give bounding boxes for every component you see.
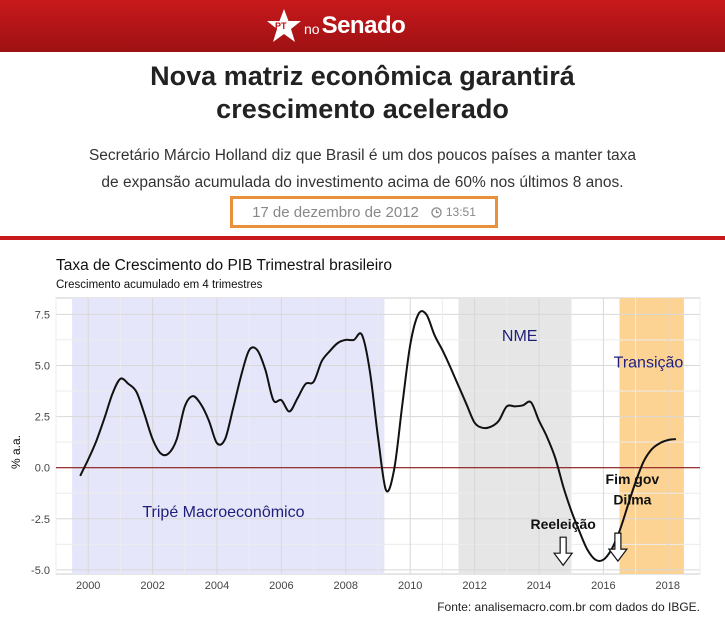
y-tick-label: -2.5	[31, 514, 50, 526]
x-tick-label: 2002	[140, 580, 164, 592]
x-tick-label: 2008	[334, 580, 358, 592]
series-line-0	[79, 310, 676, 562]
subtitle-line-1: Secretário Márcio Holland diz que Brasil…	[88, 147, 637, 164]
chart-title: Taxa de Crescimento do PIB Trimestral br…	[56, 257, 392, 274]
y-tick-label: -5.0	[31, 565, 50, 577]
x-tick-label: 2018	[656, 580, 680, 592]
region-band-1	[458, 298, 572, 574]
annotation-text-0: Reeleição	[530, 516, 595, 532]
logo-no-text: no	[304, 21, 320, 37]
article-date-box: 17 de dezembro de 2012 13:51	[230, 196, 498, 228]
gdp-growth-chart: Taxa de Crescimento do PIB Trimestral br…	[9, 257, 701, 614]
x-tick-label: 2000	[76, 580, 100, 592]
subtitle-line-2: de expansão acumulada do investimento ac…	[101, 174, 624, 191]
logo-senado-text: Senado	[321, 12, 406, 39]
region-band-2	[619, 298, 684, 574]
x-tick-label: 2006	[269, 580, 293, 592]
annotation-text-1: Fim gov	[606, 471, 660, 487]
region-band-0	[72, 298, 385, 574]
header-divider	[0, 236, 725, 240]
article-time-wrap: 13:51	[431, 205, 476, 219]
y-axis-label: % a.a.	[9, 435, 23, 469]
y-tick-label: 7.5	[35, 309, 50, 321]
reeleicao-arrow	[552, 536, 574, 567]
region-label-2: Transição	[614, 355, 684, 372]
clock-icon	[431, 206, 442, 218]
logo-pt-text: PT	[275, 21, 287, 31]
article-headline: Nova matriz econômica garantirá crescime…	[60, 60, 665, 126]
x-tick-label: 2014	[527, 580, 551, 592]
x-tick-label: 2004	[205, 580, 229, 592]
headline-line-2: crescimento acelerado	[216, 94, 509, 124]
plot-area: Tripé Macroeconômico NME Transição -5.0 -2.5…	[31, 297, 701, 592]
site-header-bar: PT no Senado	[0, 0, 725, 52]
chart-subtitle: Crescimento acumulado em 4 trimestres	[56, 279, 263, 291]
article-time: 13:51	[445, 205, 476, 219]
chart-source: Fonte: analisemacro.com.br com dados do …	[437, 600, 700, 614]
region-label-1: NME	[502, 328, 538, 345]
article-subtitle: Secretário Márcio Holland diz que Brasil…	[60, 142, 665, 196]
y-tick-label: 2.5	[35, 412, 50, 424]
site-logo[interactable]: PT no Senado	[266, 8, 406, 44]
x-tick-label: 2010	[398, 580, 422, 592]
x-tick-label: 2012	[462, 580, 486, 592]
region-label-0: Tripé Macroeconômico	[142, 504, 304, 521]
fim-gov-arrow	[607, 532, 629, 563]
x-tick-label: 2016	[591, 580, 615, 592]
y-tick-label: 5.0	[35, 360, 50, 372]
y-tick-label: 0.0	[35, 463, 50, 475]
annotation-text-2: Dilma	[613, 491, 651, 507]
headline-line-1: Nova matriz econômica garantirá	[150, 61, 575, 91]
article-date: 17 de dezembro de 2012	[252, 203, 419, 221]
star-icon	[267, 9, 301, 42]
